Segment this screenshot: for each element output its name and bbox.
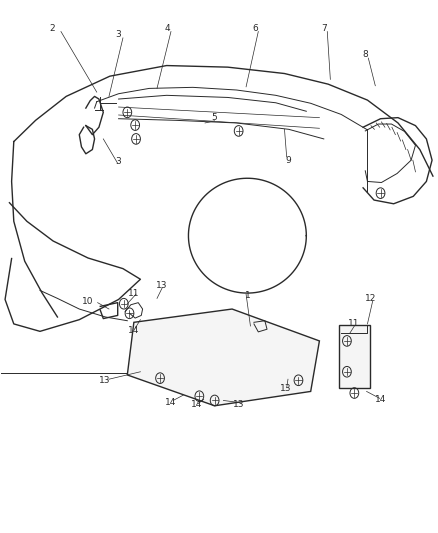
Text: 13: 13 bbox=[99, 376, 110, 385]
Text: 11: 11 bbox=[348, 319, 359, 328]
Text: 4: 4 bbox=[165, 24, 170, 33]
Text: 8: 8 bbox=[362, 51, 368, 59]
Text: 13: 13 bbox=[279, 384, 291, 393]
Text: 9: 9 bbox=[285, 156, 291, 165]
Text: 14: 14 bbox=[375, 395, 386, 404]
Text: 3: 3 bbox=[116, 157, 121, 166]
Polygon shape bbox=[339, 325, 370, 387]
Text: 13: 13 bbox=[155, 280, 167, 289]
Text: 7: 7 bbox=[321, 24, 327, 33]
Text: 3: 3 bbox=[116, 30, 121, 39]
Text: 11: 11 bbox=[128, 288, 140, 297]
Text: 10: 10 bbox=[82, 296, 94, 305]
Text: 14: 14 bbox=[165, 398, 177, 407]
Text: 2: 2 bbox=[49, 24, 55, 33]
Text: 1: 1 bbox=[244, 291, 250, 300]
Text: 6: 6 bbox=[252, 24, 258, 33]
Polygon shape bbox=[127, 309, 319, 406]
Text: 14: 14 bbox=[128, 326, 140, 335]
Text: 12: 12 bbox=[365, 294, 377, 303]
Text: 13: 13 bbox=[233, 400, 244, 409]
Text: 5: 5 bbox=[212, 113, 218, 122]
Text: 14: 14 bbox=[191, 400, 202, 409]
